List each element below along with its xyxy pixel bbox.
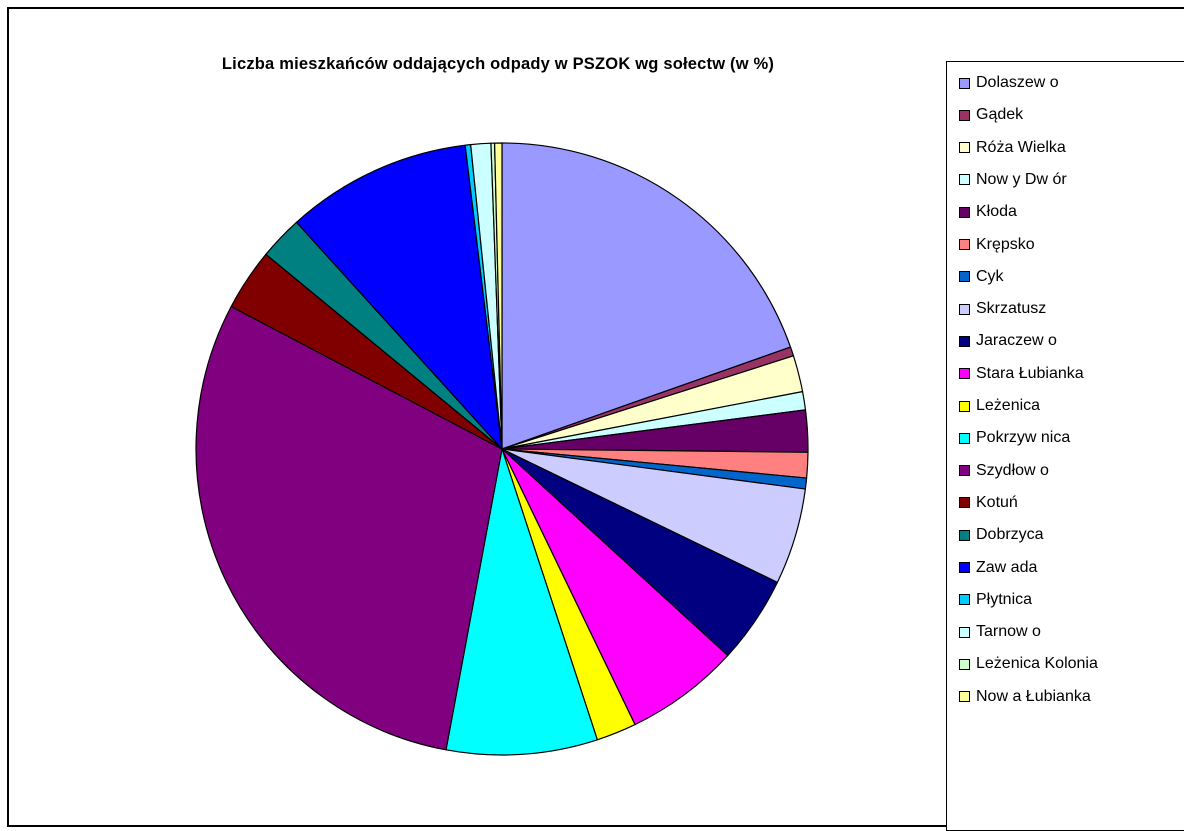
legend-item: Leżenica	[959, 396, 1040, 416]
legend-swatch	[959, 174, 970, 186]
legend-item: Now a Łubianka	[959, 687, 1091, 707]
legend-label: Zaw ada	[976, 558, 1038, 576]
legend-label: Gądek	[976, 106, 1024, 124]
legend-swatch	[959, 77, 970, 89]
legend-label: Tarnow o	[976, 623, 1041, 641]
legend-item: Stara Łubianka	[959, 364, 1084, 384]
legend-swatch	[959, 239, 970, 250]
legend-label: Kłoda	[976, 203, 1017, 221]
legend-item: Zaw ada	[959, 558, 1037, 578]
chart-area: Liczba mieszkańców oddających odpady w P…	[7, 7, 1184, 831]
chart-legend: Dolaszew o Gądek Róża Wielka Now y Dw ór Kło…	[946, 61, 1184, 831]
legend-item: Jaraczew o	[959, 331, 1057, 351]
legend-item: Szydłow o	[959, 461, 1049, 481]
legend-item: Pokrzyw nica	[959, 428, 1070, 448]
legend-swatch	[959, 400, 970, 412]
pie-chart	[195, 142, 809, 756]
legend-swatch	[959, 497, 970, 509]
legend-swatch	[959, 594, 970, 606]
legend-swatch	[959, 562, 970, 573]
legend-swatch	[959, 529, 970, 541]
legend-label: Leżenica	[976, 397, 1041, 414]
legend-swatch	[959, 142, 970, 154]
legend-label: Leżenica Kolonia	[976, 655, 1098, 673]
legend-label: Stara Łubianka	[976, 364, 1084, 382]
legend-label: Róża Wielka	[976, 138, 1066, 156]
legend-label: Szydłow o	[976, 461, 1049, 479]
chart-title: Liczba mieszkańców oddających odpady w P…	[221, 55, 775, 73]
legend-label: Kotuń	[976, 493, 1018, 511]
pie-slice-16	[295, 144, 503, 450]
legend-label: Płytnica	[976, 590, 1033, 608]
legend-item: Skrzatusz	[959, 299, 1046, 319]
legend-item: Tarnow o	[959, 622, 1041, 642]
legend-item: Kłoda	[959, 202, 1017, 222]
pie-slice-12	[445, 448, 598, 756]
pie-slice-20	[494, 142, 503, 450]
legend-item: Krępsko	[959, 235, 1035, 255]
legend-swatch	[959, 303, 970, 315]
legend-label: Now y Dw ór	[976, 170, 1067, 188]
legend-label: Cyk	[976, 267, 1004, 285]
legend-swatch	[959, 626, 970, 638]
legend-item: Cyk	[959, 267, 1004, 287]
legend-item: Dobrzyca	[959, 525, 1044, 545]
legend-item: Płytnica	[959, 590, 1032, 610]
legend-swatch	[959, 271, 970, 283]
legend-swatch	[959, 465, 970, 477]
pie-slice-13	[195, 305, 503, 751]
legend-swatch	[959, 432, 970, 444]
legend-label: Now a Łubianka	[976, 687, 1091, 705]
legend-swatch	[959, 335, 970, 347]
legend-swatch	[959, 109, 970, 121]
legend-item: Leżenica Kolonia	[959, 654, 1098, 674]
legend-item: Kotuń	[959, 493, 1018, 513]
legend-swatch	[959, 691, 970, 703]
legend-label: Skrzatusz	[976, 300, 1047, 318]
legend-label: Jaraczew o	[976, 332, 1057, 350]
legend-item: Gądek	[959, 105, 1023, 125]
legend-label: Krępsko	[976, 235, 1035, 253]
legend-swatch	[959, 368, 970, 380]
legend-label: Pokrzyw nica	[976, 429, 1071, 447]
legend-swatch	[959, 658, 970, 670]
legend-label: Dolaszew o	[976, 74, 1059, 91]
legend-item: Róża Wielka	[959, 138, 1066, 158]
legend-swatch	[959, 206, 970, 218]
legend-item: Dolaszew o	[959, 73, 1059, 93]
legend-item: Now y Dw ór	[959, 170, 1067, 190]
legend-label: Dobrzyca	[976, 526, 1044, 544]
